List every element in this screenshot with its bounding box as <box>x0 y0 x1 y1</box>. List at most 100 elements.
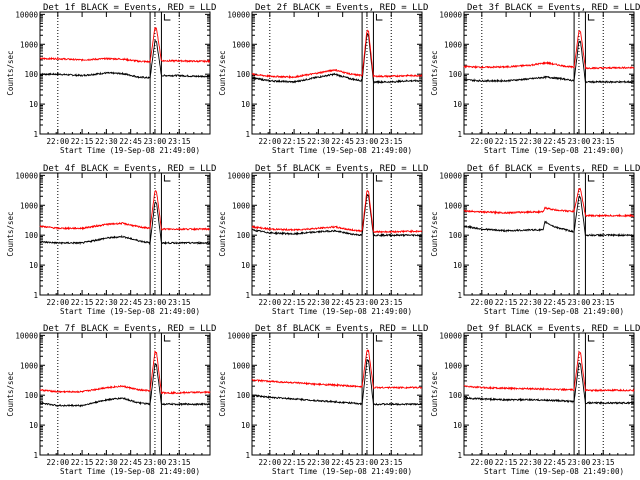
y-tick-label: 1 <box>457 451 462 460</box>
chart-title: Det 7f BLACK = Events, RED = LLD <box>43 324 216 334</box>
y-tick-label: 10 <box>241 100 251 109</box>
x-tick-label: 23:15 <box>592 298 615 307</box>
y-tick-label: 100 <box>236 70 250 79</box>
x-tick-label: 23:15 <box>168 137 191 146</box>
plot-frame <box>463 332 635 456</box>
y-tick-label: 1 <box>33 130 38 139</box>
y-tick-label: 10 <box>453 421 463 430</box>
chart-title: Det 8f BLACK = Events, RED = LLD <box>255 324 428 334</box>
x-axis-label: Start Time (19-Sep-08 21:49:00) <box>60 146 200 155</box>
interval-marker <box>587 14 595 21</box>
x-tick-label: 22:30 <box>95 298 118 307</box>
chart-panel-9: Det 9f BLACK = Events, RED = LLD 1 10 100 10… <box>430 324 640 476</box>
lld-series-line <box>463 350 635 393</box>
interval-marker <box>163 335 171 342</box>
x-tick-label: 22:00 <box>47 137 70 146</box>
y-axis-label: Counts/sec <box>6 211 15 256</box>
chart-panel-1: Det 1f BLACK = Events, RED = LLD 1 10 100 10… <box>6 3 216 155</box>
interval-marker <box>375 14 383 21</box>
y-axis-label: Counts/sec <box>430 50 439 95</box>
y-tick-label: 10 <box>453 100 463 109</box>
plot-frame <box>251 11 423 135</box>
interval-marker <box>587 175 595 182</box>
y-axis-label: Counts/sec <box>6 371 15 416</box>
x-tick-label: 23:00 <box>356 137 379 146</box>
x-axis-label: Start Time (19-Sep-08 21:49:00) <box>272 467 412 476</box>
y-tick-label: 1000 <box>20 40 39 49</box>
chart-panel-4: Det 4f BLACK = Events, RED = LLD 1 10 100 10… <box>6 164 216 316</box>
x-tick-label: 22:15 <box>495 298 518 307</box>
x-tick-label: 22:15 <box>283 298 306 307</box>
events-series-line <box>251 193 423 238</box>
y-tick-label: 100 <box>448 391 462 400</box>
lld-series-line <box>39 190 211 231</box>
y-tick-label: 1000 <box>444 201 463 210</box>
x-tick-label: 23:15 <box>592 137 615 146</box>
x-tick-label: 22:00 <box>259 137 282 146</box>
y-tick-label: 1000 <box>232 201 251 210</box>
x-tick-label: 22:45 <box>543 137 566 146</box>
events-series-line <box>463 362 635 405</box>
y-tick-label: 1000 <box>232 361 251 370</box>
plot-frame <box>463 172 635 296</box>
x-axis-label: Start Time (19-Sep-08 21:49:00) <box>272 146 412 155</box>
events-series-line <box>39 362 211 408</box>
y-tick-label: 10000 <box>15 171 38 180</box>
y-tick-label: 100 <box>24 231 38 240</box>
y-tick-label: 1 <box>245 451 250 460</box>
chart-panel-2: Det 2f BLACK = Events, RED = LLD 1 10 100 10… <box>218 3 428 155</box>
chart-panel-7: Det 7f BLACK = Events, RED = LLD 1 10 100 10… <box>6 324 216 476</box>
y-tick-label: 10000 <box>439 171 462 180</box>
x-tick-label: 23:00 <box>144 137 167 146</box>
x-tick-label: 23:00 <box>356 298 379 307</box>
x-tick-label: 23:00 <box>568 458 591 467</box>
x-tick-label: 22:00 <box>471 298 494 307</box>
x-tick-label: 23:15 <box>168 458 191 467</box>
events-series-line <box>251 358 423 406</box>
chart-panel-3: Det 3f BLACK = Events, RED = LLD 1 10 100 10… <box>430 3 640 155</box>
x-axis-label: Start Time (19-Sep-08 21:49:00) <box>60 307 200 316</box>
x-tick-label: 22:45 <box>331 458 354 467</box>
x-tick-label: 22:00 <box>259 298 282 307</box>
lld-series-line <box>463 187 635 218</box>
x-tick-label: 23:00 <box>144 298 167 307</box>
x-tick-label: 23:15 <box>592 458 615 467</box>
y-tick-label: 1 <box>33 451 38 460</box>
y-tick-label: 10 <box>29 261 39 270</box>
x-tick-label: 22:15 <box>283 137 306 146</box>
y-tick-label: 1 <box>457 130 462 139</box>
lld-series-line <box>251 190 423 234</box>
x-tick-label: 22:30 <box>519 458 542 467</box>
x-axis-label: Start Time (19-Sep-08 21:49:00) <box>272 307 412 316</box>
y-tick-label: 10000 <box>15 10 38 19</box>
interval-marker <box>163 14 171 21</box>
events-series-line <box>463 195 635 238</box>
y-tick-label: 1 <box>245 291 250 300</box>
y-tick-label: 1000 <box>444 361 463 370</box>
x-tick-label: 22:00 <box>47 458 70 467</box>
plot-frame <box>39 172 211 296</box>
x-tick-label: 22:45 <box>119 298 142 307</box>
x-tick-label: 22:45 <box>543 298 566 307</box>
y-tick-label: 100 <box>24 70 38 79</box>
y-axis-label: Counts/sec <box>430 371 439 416</box>
y-tick-label: 10 <box>29 100 39 109</box>
y-tick-label: 10000 <box>227 171 250 180</box>
chart-panel-8: Det 8f BLACK = Events, RED = LLD 1 10 100 10… <box>218 324 428 476</box>
y-axis-label: Counts/sec <box>218 371 227 416</box>
x-tick-label: 22:15 <box>495 458 518 467</box>
x-tick-label: 23:00 <box>568 298 591 307</box>
x-axis-label: Start Time (19-Sep-08 21:49:00) <box>484 146 624 155</box>
plot-frame <box>251 332 423 456</box>
y-tick-label: 10 <box>29 421 39 430</box>
x-tick-label: 22:15 <box>71 298 94 307</box>
plot-frame <box>39 332 211 456</box>
x-tick-label: 22:15 <box>283 458 306 467</box>
x-tick-label: 23:15 <box>380 298 403 307</box>
plot-frame <box>463 11 635 135</box>
events-series-line <box>251 33 423 85</box>
chart-title: Det 5f BLACK = Events, RED = LLD <box>255 164 428 174</box>
y-tick-label: 100 <box>24 391 38 400</box>
lld-series-line <box>251 349 423 390</box>
